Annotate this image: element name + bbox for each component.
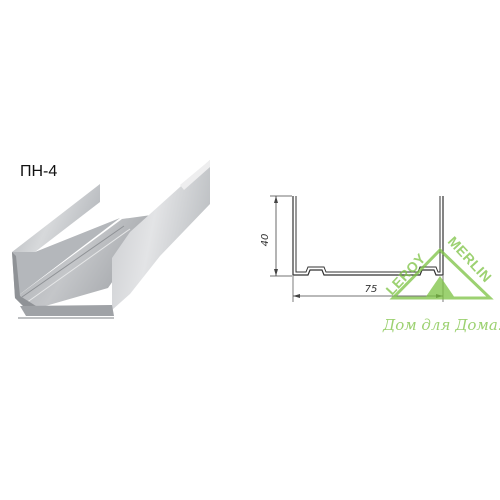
leroy-merlin-watermark: LEROY MERLIN Дом для Дома! <box>382 233 500 334</box>
width-dimension-label: 75 <box>365 284 378 295</box>
profile-section-outline <box>292 196 444 276</box>
watermark-slogan: Дом для Дома! <box>382 316 500 334</box>
svg-text:LEROY: LEROY <box>382 250 428 298</box>
metal-profile-image <box>12 160 210 319</box>
leroy-merlin-logo: LEROY MERLIN <box>382 233 495 300</box>
height-dimension-label: 40 <box>260 234 271 247</box>
technical-drawing: 40 75 <box>260 195 444 302</box>
product-code-label: ПН-4 <box>20 163 58 180</box>
